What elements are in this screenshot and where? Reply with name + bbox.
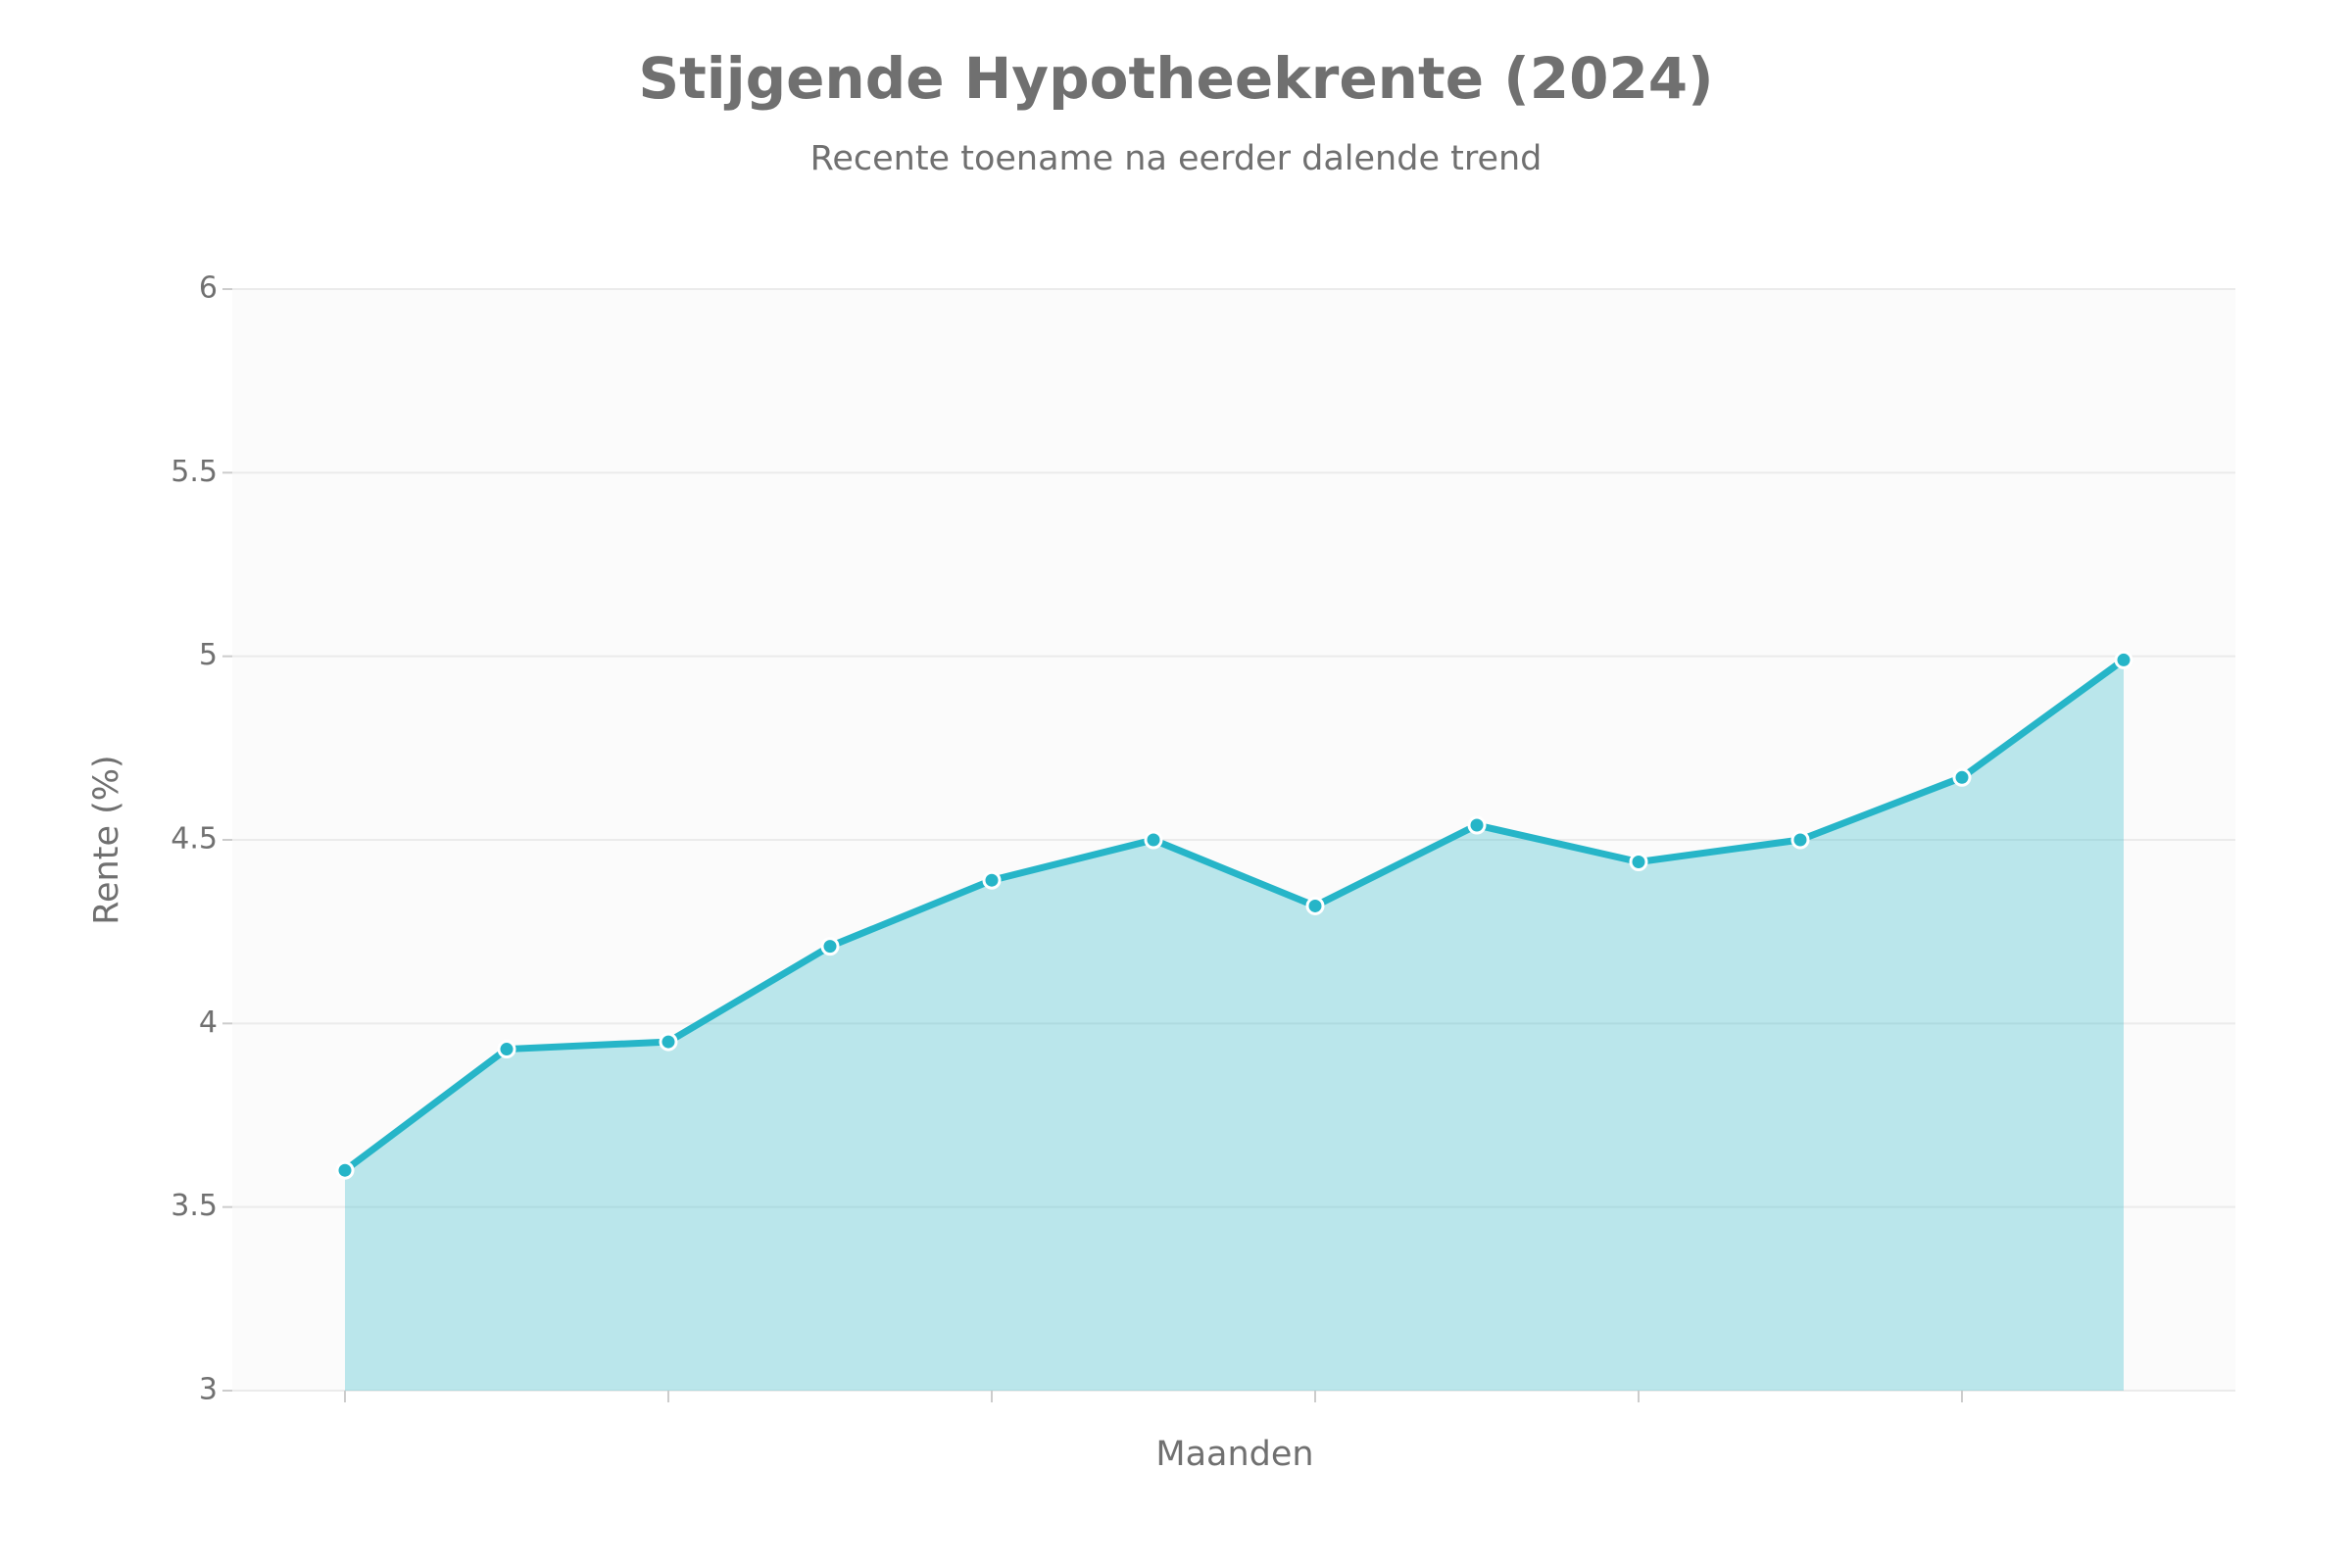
point — [335, 1160, 355, 1180]
y-tick-label: 4.5 — [171, 822, 218, 857]
chart-subtitle: Recente toename na eerder dalende trend — [810, 139, 1543, 178]
point — [2114, 650, 2133, 669]
point — [1144, 830, 1163, 850]
y-tick-label: 5.5 — [171, 455, 218, 489]
y-tick-label: 3.5 — [171, 1189, 218, 1223]
point — [1629, 852, 1648, 871]
point — [1305, 896, 1325, 915]
point — [497, 1040, 516, 1059]
y-tick-label: 5 — [199, 638, 218, 672]
chart-title: Stijgende Hypotheekrente (2024) — [638, 45, 1713, 112]
point — [659, 1032, 678, 1052]
y-axis-title: Rente (%) — [87, 755, 126, 924]
y-tick-label: 3 — [199, 1373, 218, 1407]
y-tick-label: 4 — [199, 1005, 218, 1040]
y-tick-label: 6 — [199, 271, 218, 306]
point — [1952, 767, 1972, 787]
point — [1790, 830, 1810, 850]
area — [345, 660, 2124, 1391]
x-axis-title: Maanden — [1155, 1435, 1313, 1474]
line — [342, 657, 2127, 1174]
point — [1467, 815, 1487, 835]
point — [982, 870, 1002, 890]
point — [820, 937, 840, 956]
